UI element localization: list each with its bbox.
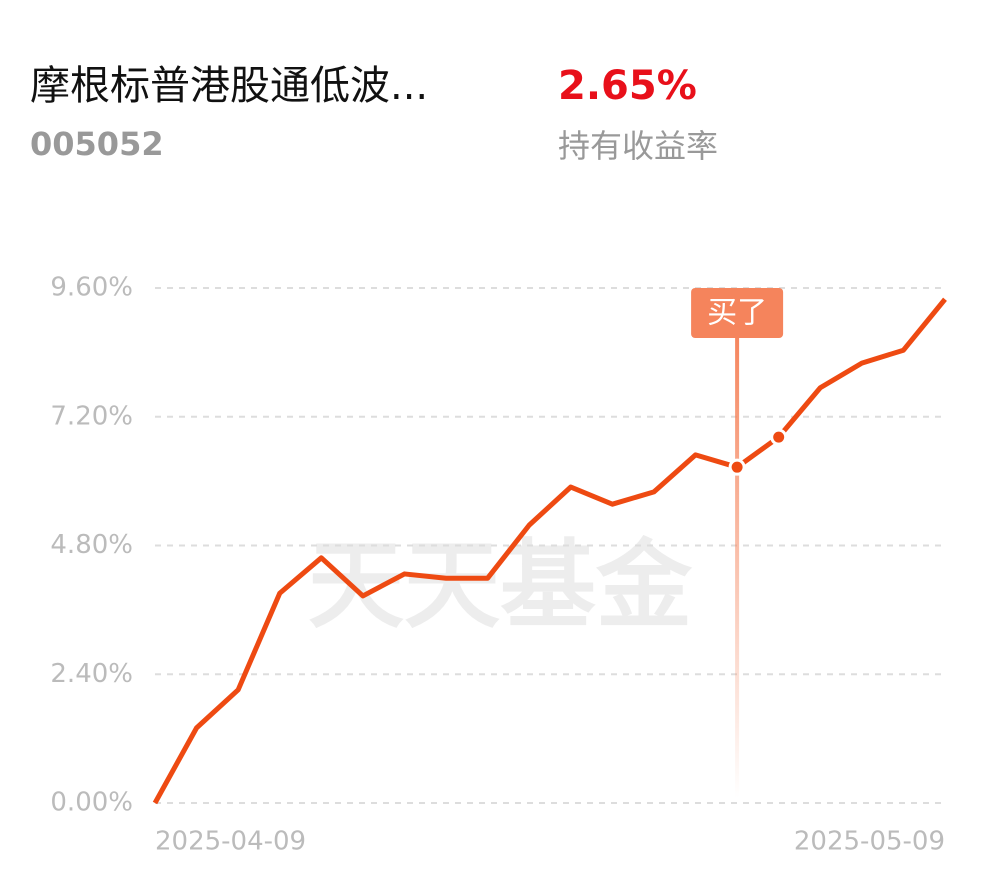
y-tick-label: 7.20% [50, 401, 133, 431]
y-tick-label: 2.40% [50, 659, 133, 689]
series-line [152, 297, 947, 805]
watermark: 天天基金 [308, 529, 693, 641]
return-label: 持有收益率 [558, 127, 718, 165]
fund-code: 005052 [30, 125, 164, 163]
y-tick-label: 4.80% [50, 530, 133, 560]
y-tick-label: 0.00% [50, 788, 133, 818]
y-tick-label: 9.60% [50, 273, 133, 303]
x-tick-label: 2025-05-09 [794, 827, 945, 857]
buy-line [735, 330, 740, 798]
x-tick-label: 2025-04-09 [155, 827, 306, 857]
fund-title: 摩根标普港股通低波... [30, 63, 428, 109]
highlight-dot [728, 458, 746, 476]
highlight-dot [770, 428, 788, 446]
return-value: 2.65% [558, 63, 697, 109]
buy-label: 买了 [707, 296, 767, 331]
buy-badge [691, 288, 784, 338]
